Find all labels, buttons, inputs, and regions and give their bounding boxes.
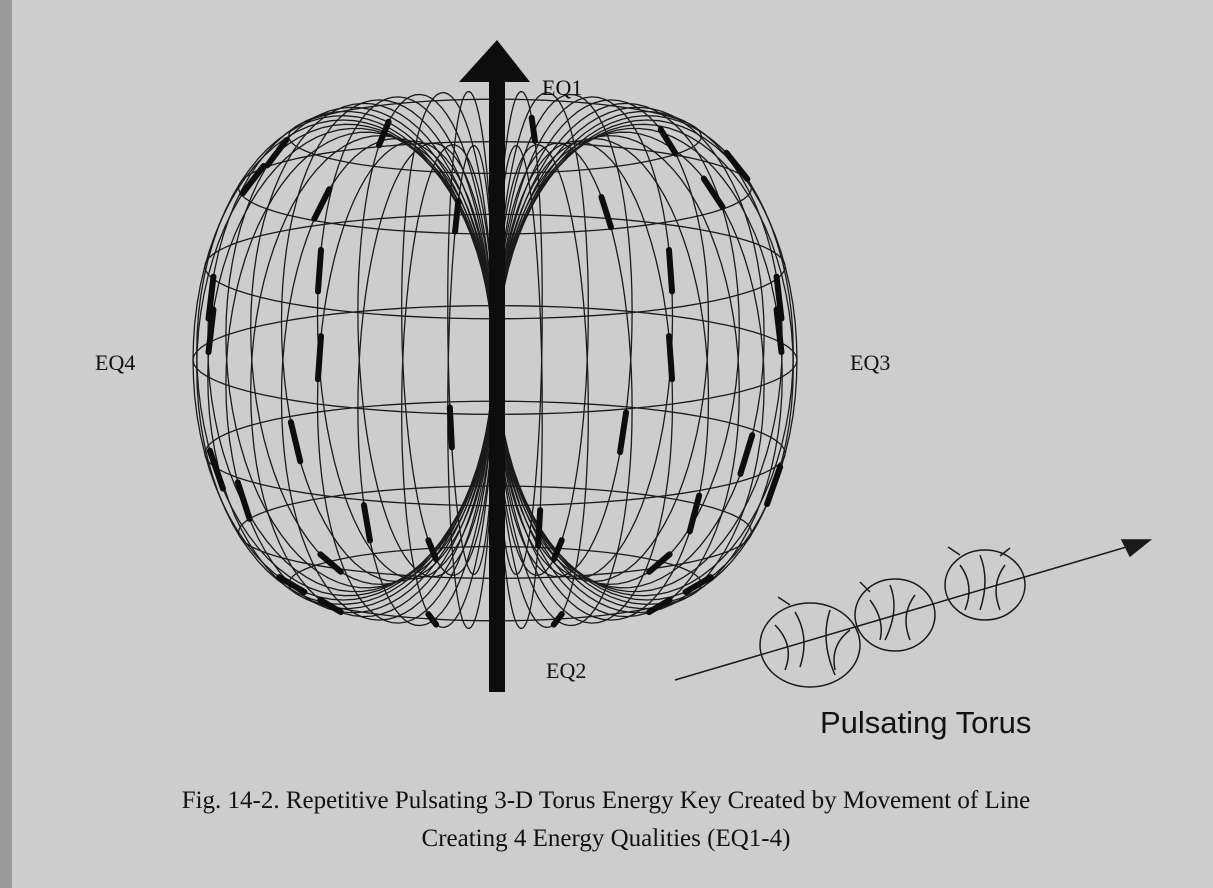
flow-arrow [425,537,440,563]
latitude-line [237,141,753,235]
flow-arrow [657,126,679,157]
latitude-line [204,213,786,320]
label-eq3: EQ3 [850,350,890,375]
flow-arrow [646,596,673,616]
flow-arrow [376,118,392,149]
flow-arrow [646,551,673,575]
latitude-line [237,485,753,579]
axis-arrow-head [459,40,530,82]
flow-arrow [317,596,344,616]
flow-arrow [773,306,785,356]
label-eq2: EQ2 [546,658,586,683]
flow-arrow [206,447,226,492]
flow-arrow [446,404,455,451]
flow-arrow [598,193,614,231]
flow-arrow [205,306,217,356]
flow-arrow [425,611,440,628]
flow-arrow [666,333,676,383]
flow-arrow [723,149,751,183]
flow-arrow [314,246,324,295]
axis-arrow-shaft [489,80,505,692]
flow-arrow [205,273,217,322]
flow-arrow [535,507,544,549]
flow-arrow [528,114,538,144]
flow-arrow [276,574,308,595]
caption-line: Fig. 14-2. Repetitive Pulsating 3-D Toru… [182,787,1031,814]
flow-arrow [700,175,726,211]
pulsating-torus-sketch [674,539,1153,688]
flow-arrow [311,186,333,222]
flow-arrow [737,432,756,477]
inset-title: Pulsating Torus [820,705,1031,740]
page-edge [0,0,12,888]
flow-arrow [317,551,344,575]
flow-arrow [550,537,565,563]
flow-arrow [550,611,565,628]
latitude-line [192,304,798,416]
flow-arrow [452,198,462,235]
flow-arrow [764,463,784,508]
label-eq1: EQ1 [542,75,582,100]
flow-arrow [360,502,373,544]
flow-arrow [264,137,290,169]
label-eq4: EQ4 [95,350,135,375]
flow-arrow [239,163,267,197]
flow-arrow [773,273,785,322]
flow-arrow [287,419,304,465]
flow-arrow [617,409,630,456]
flow-arrow [666,246,676,295]
caption-line: Creating 4 Energy Qualities (EQ1-4) [422,825,791,852]
flow-arrow [682,574,714,595]
flow-arrow [234,479,253,522]
flow-arrow [314,333,324,383]
flow-arrow [686,492,703,535]
latitude-line [287,98,703,175]
